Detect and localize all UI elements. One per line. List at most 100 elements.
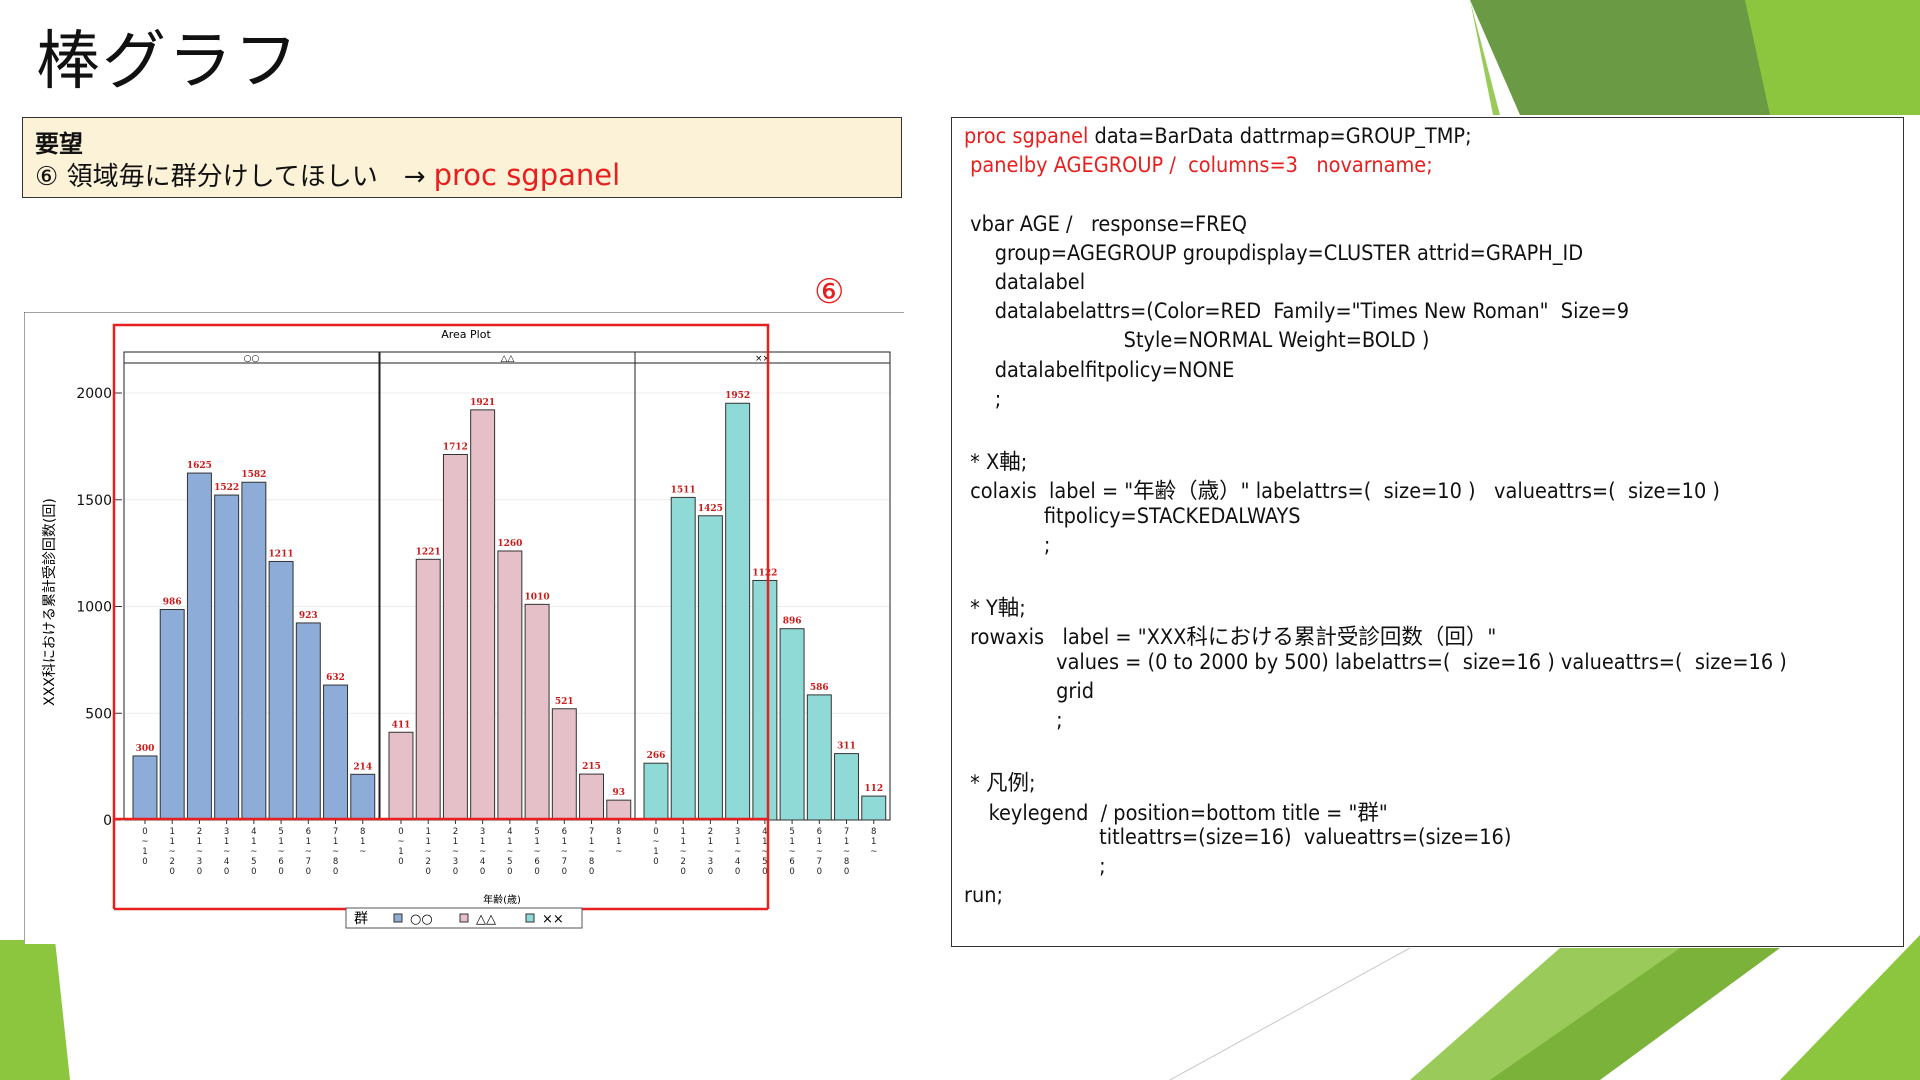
bar — [551, 708, 577, 821]
legend-swatch — [459, 913, 469, 923]
x-tick-label: 1 — [589, 837, 594, 847]
data-label: 1211 — [269, 549, 294, 559]
x-tick-label: 1 — [169, 837, 174, 847]
x-tick-label: 4 — [480, 857, 485, 867]
x-tick-label: 1 — [169, 827, 174, 837]
bar — [579, 773, 605, 821]
x-tick-label: 5 — [789, 827, 794, 837]
code-line-text: ; — [964, 708, 1063, 733]
x-tick-label: 1 — [251, 837, 256, 847]
x-tick-label: 8 — [589, 857, 594, 867]
code-line: datalabelfitpolicy=NONE — [964, 358, 1235, 383]
chart-title: Area Plot — [441, 328, 491, 341]
x-tick-label: ~ — [452, 847, 459, 857]
x-tick-label: 1 — [653, 847, 658, 857]
x-tick-label: 1 — [398, 847, 403, 857]
data-label: 1952 — [725, 391, 750, 401]
code-line: ; — [964, 386, 1002, 412]
x-tick-label: 3 — [480, 827, 485, 837]
code-line: datalabel — [964, 270, 1085, 295]
data-label: 311 — [837, 742, 856, 752]
bar — [241, 481, 267, 821]
x-tick-label: 4 — [762, 827, 767, 837]
x-tick-label: ~ — [479, 847, 486, 857]
data-label: 214 — [353, 762, 372, 772]
bar — [725, 402, 751, 821]
x-tick-label: ~ — [506, 847, 513, 857]
x-tick-label: 1 — [680, 837, 685, 847]
x-tick-label: ~ — [397, 837, 404, 847]
panel-header-label: ○○ — [244, 354, 260, 364]
x-tick-label: 3 — [708, 857, 713, 867]
y-tick-label: 0 — [103, 813, 112, 829]
x-tick-label: 6 — [534, 857, 539, 867]
code-line: Style=NORMAL Weight=BOLD ) — [964, 328, 1430, 353]
code-line: values = (0 to 2000 by 500) labelattrs=(… — [964, 650, 1787, 675]
panel-header-label: ×× — [755, 354, 770, 364]
x-tick-label: 0 — [589, 867, 594, 877]
x-tick-label: 4 — [735, 857, 740, 867]
x-tick-label: 0 — [453, 867, 458, 877]
code-line: datalabelattrs=(Color=RED Family="Times … — [964, 299, 1629, 324]
request-item-text: ⑥ 領域毎に群分けしてほしい → — [35, 162, 426, 192]
x-tick-label: ~ — [615, 847, 622, 857]
x-axis-label: 年齢(歳) — [483, 893, 521, 906]
x-tick-label: 1 — [844, 837, 849, 847]
panel-header-label: △△ — [501, 354, 515, 364]
data-label: 1582 — [241, 470, 266, 480]
bar — [643, 762, 669, 821]
code-line-text: vbar AGE / response=FREQ — [964, 211, 1247, 237]
data-label: 1221 — [416, 547, 441, 557]
x-tick-label: 5 — [251, 857, 256, 867]
bar — [442, 453, 468, 821]
x-tick-label: 0 — [142, 857, 147, 867]
x-tick-label: ~ — [707, 847, 714, 857]
x-tick-label: 0 — [762, 867, 767, 877]
code-line-text: fitpolicy=STACKEDALWAYS — [964, 503, 1301, 529]
y-tick-label: 1500 — [76, 493, 112, 509]
x-tick-label: 4 — [507, 827, 512, 837]
x-tick-label: 3 — [224, 827, 229, 837]
code-line-text: panelby AGEGROUP / columns=3 novarname; — [964, 153, 1433, 179]
x-tick-label: 7 — [306, 857, 311, 867]
code-line: colaxis label = "年齢（歳）" labelattrs=( siz… — [964, 474, 1720, 505]
request-item: ⑥ 領域毎に群分けしてほしい → proc sgpanel — [35, 156, 620, 193]
x-tick-label: 7 — [817, 857, 822, 867]
data-label: 521 — [555, 697, 574, 707]
x-tick-label: ~ — [359, 847, 366, 857]
code-line: rowaxis label = "XXX科における累計受診回数（回）" — [964, 620, 1496, 651]
code-line-text: datalabelattrs=(Color=RED Family="Times … — [964, 299, 1630, 325]
code-line: grid — [964, 679, 1094, 704]
x-tick-label: 1 — [871, 837, 876, 847]
x-tick-label: 7 — [844, 827, 849, 837]
bar — [806, 694, 832, 821]
bar — [415, 558, 441, 821]
code-line-text: ; — [964, 386, 1002, 412]
x-tick-label: ~ — [789, 847, 796, 857]
y-tick-label: 1000 — [76, 600, 112, 616]
code-line: * X軸; — [964, 445, 1027, 476]
x-tick-label: 6 — [306, 827, 311, 837]
code-line: run; — [964, 883, 1003, 908]
x-tick-label: 8 — [333, 857, 338, 867]
x-tick-label: 1 — [789, 837, 794, 847]
x-tick-label: 0 — [278, 867, 283, 877]
x-tick-label: ~ — [588, 847, 595, 857]
x-tick-label: ~ — [652, 837, 659, 847]
code-line-rest: data=BarData dattrmap=GROUP_TMP; — [1088, 124, 1472, 149]
x-tick-label: 0 — [735, 867, 740, 877]
code-line-text: grid — [964, 678, 1095, 704]
data-label: 923 — [299, 611, 318, 621]
x-tick-label: 1 — [333, 837, 338, 847]
data-label: 1522 — [214, 483, 239, 493]
bar — [186, 472, 212, 821]
x-tick-label: 1 — [306, 837, 311, 847]
code-line: proc sgpanel data=BarData dattrmap=GROUP… — [964, 124, 1472, 149]
bar — [752, 579, 778, 821]
y-tick-label: 500 — [85, 706, 112, 722]
x-tick-label: 1 — [507, 837, 512, 847]
x-tick-label: 0 — [197, 867, 202, 877]
legend-label: ×× — [542, 912, 564, 927]
bar — [861, 795, 887, 821]
